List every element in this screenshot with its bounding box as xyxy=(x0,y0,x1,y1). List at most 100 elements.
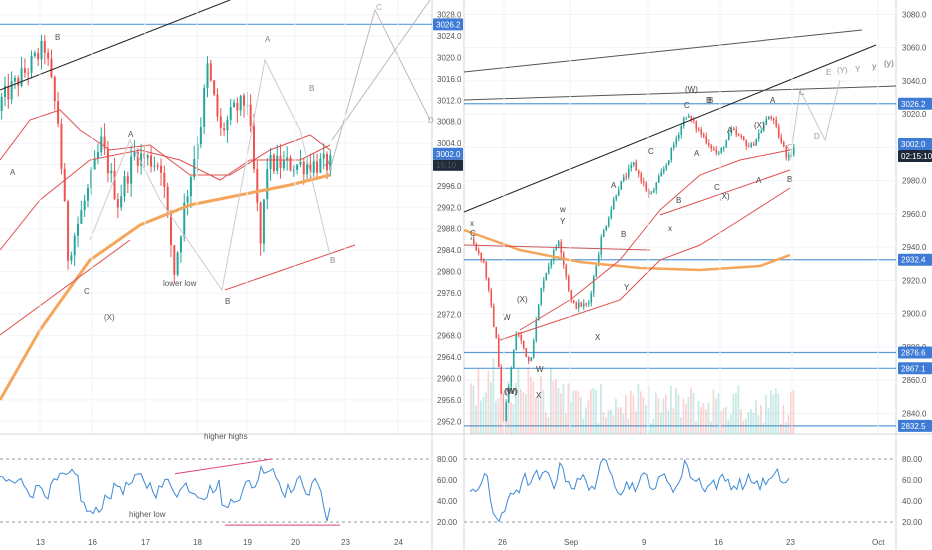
right-rsi-line xyxy=(469,458,790,523)
left-candle-body xyxy=(70,255,73,261)
right-volume-bar xyxy=(612,414,615,434)
left-candle-body xyxy=(309,164,312,173)
right-volume-bar xyxy=(635,411,637,434)
left-candle-body xyxy=(163,172,166,187)
right-price-label-text: 2867.1 xyxy=(901,364,926,373)
right-candle-body xyxy=(682,118,685,126)
left-time-tick: 16 xyxy=(88,538,97,547)
left-candle-body xyxy=(43,40,46,53)
left-candle-body xyxy=(53,76,56,102)
right-candle-body xyxy=(515,334,518,350)
left-price-tick: 3028.0 xyxy=(437,11,462,20)
right-projection-path xyxy=(789,79,841,161)
left-candle-body xyxy=(67,201,70,261)
left-candle-body xyxy=(282,160,285,169)
left-candle-body xyxy=(193,159,196,178)
right-candle-body xyxy=(477,250,480,254)
right-candle-body xyxy=(517,334,520,336)
right-candle-body xyxy=(702,134,705,137)
right-volume-bar xyxy=(592,387,595,434)
left-candle-body xyxy=(150,155,153,167)
right-price-label: 2832.5 xyxy=(898,419,932,432)
right-candle-body xyxy=(642,181,645,184)
left-candle-body xyxy=(86,187,89,201)
left-candle-body xyxy=(133,151,136,157)
right-candle-body xyxy=(512,349,515,369)
right-candle-body xyxy=(782,141,785,147)
right-volume-bar xyxy=(735,393,737,434)
left-candle-body xyxy=(50,58,53,77)
right-candle-body xyxy=(580,302,583,307)
right-volume-bar xyxy=(685,404,687,434)
right-price-tick: 2960.0 xyxy=(902,210,927,219)
right-candle-body xyxy=(742,136,745,141)
right-candle-body xyxy=(627,168,630,178)
right-volume-bar xyxy=(500,382,502,434)
left-candle-body xyxy=(286,157,289,161)
right-candle-body xyxy=(737,134,740,136)
left-candle-body xyxy=(213,80,216,95)
right-candle-body xyxy=(620,180,623,190)
left-price-tick: 2976.0 xyxy=(437,289,462,298)
right-candle-body xyxy=(715,149,718,153)
left-candle-body xyxy=(266,169,269,200)
right-wave-label: C xyxy=(648,147,654,156)
right-volume-bar xyxy=(550,367,552,434)
right-candle-body xyxy=(730,128,733,133)
right-candle-body xyxy=(500,367,503,395)
right-price-tick: 2920.0 xyxy=(902,276,927,285)
right-ma-200 xyxy=(463,228,791,272)
right-channel-mid xyxy=(463,85,897,101)
right-volume-bar xyxy=(655,392,657,434)
right-candle-body xyxy=(770,116,773,119)
left-candle-body xyxy=(90,169,93,188)
right-price-tick: 2860.0 xyxy=(902,376,927,385)
right-candle-body xyxy=(585,303,588,305)
right-candle-body xyxy=(662,168,665,173)
right-price-label-bg xyxy=(898,97,932,110)
left-time-tick: 18 xyxy=(193,538,202,547)
right-rsi-tick: 80.00 xyxy=(902,455,923,464)
left-candle-body xyxy=(136,151,139,166)
left-candle-body xyxy=(113,170,116,200)
left-rsi-tick: 20.00 xyxy=(437,518,458,527)
right-time-tick: Sep xyxy=(564,538,579,547)
left-price-tick: 3020.0 xyxy=(437,54,462,63)
right-candle-body xyxy=(667,160,670,165)
left-candle-body xyxy=(322,153,325,159)
right-volume-bar xyxy=(582,418,585,434)
right-volume-bar xyxy=(637,384,640,434)
right-price-label: 02:15:10 xyxy=(898,150,932,163)
right-candle-body xyxy=(660,172,663,177)
left-candle-body xyxy=(146,155,149,159)
left-candle-body xyxy=(226,119,229,131)
left-candle-body xyxy=(239,95,242,111)
left-wave-label: B xyxy=(225,297,230,306)
right-volume-bar xyxy=(540,376,542,434)
right-time-tick: 23 xyxy=(786,538,795,547)
right-candle-body xyxy=(480,253,483,261)
right-candle-body xyxy=(772,118,775,121)
right-wave-label: (W) xyxy=(504,387,517,396)
right-volume-bar xyxy=(717,393,720,434)
left-candle-body xyxy=(123,176,126,197)
right-volume-bar xyxy=(520,389,522,434)
left-candle-body xyxy=(130,156,133,184)
right-candle-body xyxy=(652,190,655,193)
right-candle-body xyxy=(612,199,615,210)
right-wave-label: (X) xyxy=(517,295,528,304)
right-volume-bar xyxy=(750,409,752,434)
right-volume-bar xyxy=(697,400,700,434)
right-volume-bar xyxy=(695,421,697,434)
right-candle-body xyxy=(537,304,540,321)
left-candle-body xyxy=(30,55,33,73)
right-candle-body xyxy=(545,272,548,281)
right-volume-bar xyxy=(512,403,515,434)
right-volume-bar xyxy=(570,401,572,434)
right-volume-bar xyxy=(785,422,787,434)
right-volume-bar xyxy=(747,412,750,434)
right-upper-trendline xyxy=(463,44,877,213)
right-volume-bar xyxy=(527,367,530,434)
left-time-tick: 23 xyxy=(341,538,350,547)
